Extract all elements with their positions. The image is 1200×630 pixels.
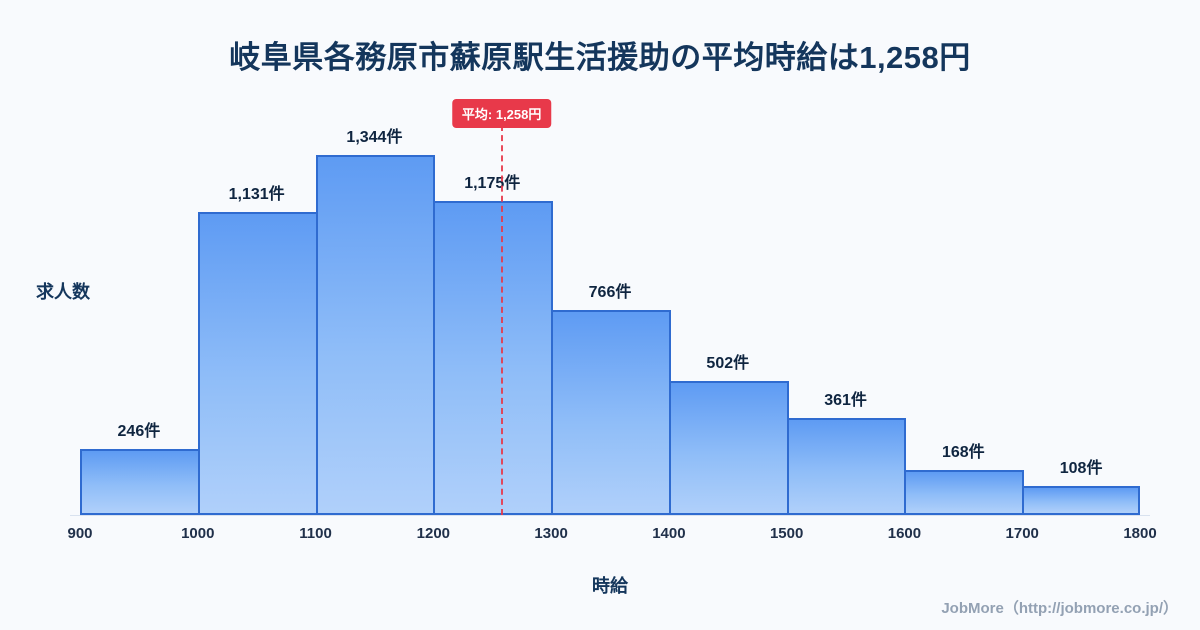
bar-value-label: 766件 — [588, 284, 632, 301]
histogram-bar — [433, 201, 554, 515]
x-axis-tick: 1100 — [299, 525, 332, 542]
bar-value-label: 1,131件 — [228, 186, 285, 203]
x-axis-line — [70, 515, 1150, 516]
histogram-bar — [551, 310, 671, 515]
bar-value-label: 361件 — [824, 392, 867, 409]
footer-credit: JobMore（http://jobmore.co.jp/） — [941, 600, 1178, 617]
bar-value-label: 246件 — [117, 423, 161, 440]
x-axis-tick: 1700 — [1005, 525, 1039, 542]
x-axis-tick: 1400 — [652, 525, 686, 542]
histogram-bar — [80, 449, 200, 515]
bar-value-label: 108件 — [1059, 460, 1103, 477]
histogram-bar — [1022, 486, 1140, 515]
histogram-bar — [904, 470, 1025, 515]
mean-badge: 平均: 1,258円 — [451, 99, 552, 128]
x-axis-tick: 1000 — [181, 525, 215, 542]
x-axis-tick: 1600 — [887, 525, 922, 542]
x-axis-tick: 1300 — [534, 525, 568, 542]
bar-value-label: 1,344件 — [346, 129, 403, 146]
x-axis-tick: 900 — [67, 525, 93, 542]
plot-area: 平均: 1,258円 246件 1,131件 1,344件 1,175件 766件 502… — [67, 99, 1157, 542]
x-axis-tick: 1500 — [769, 525, 804, 542]
chart-title: 岐阜県各務原市蘇原駅生活援助の平均時給は1,258円 — [229, 40, 971, 75]
histogram-bar — [668, 381, 789, 515]
bar-value-label: 502件 — [706, 355, 750, 372]
bar-value-label: 1,175件 — [464, 175, 521, 192]
histogram-bar — [315, 155, 436, 515]
x-axis-tick: 1800 — [1123, 525, 1157, 542]
x-axis-tick: 1200 — [416, 525, 451, 542]
y-axis-label: 求人数 — [36, 282, 90, 302]
x-axis-label: 時給 — [592, 576, 628, 596]
bar-value-label: 168件 — [941, 444, 985, 461]
histogram-bar — [197, 212, 318, 515]
histogram-bar — [786, 418, 907, 515]
mean-marker-line — [500, 125, 503, 515]
